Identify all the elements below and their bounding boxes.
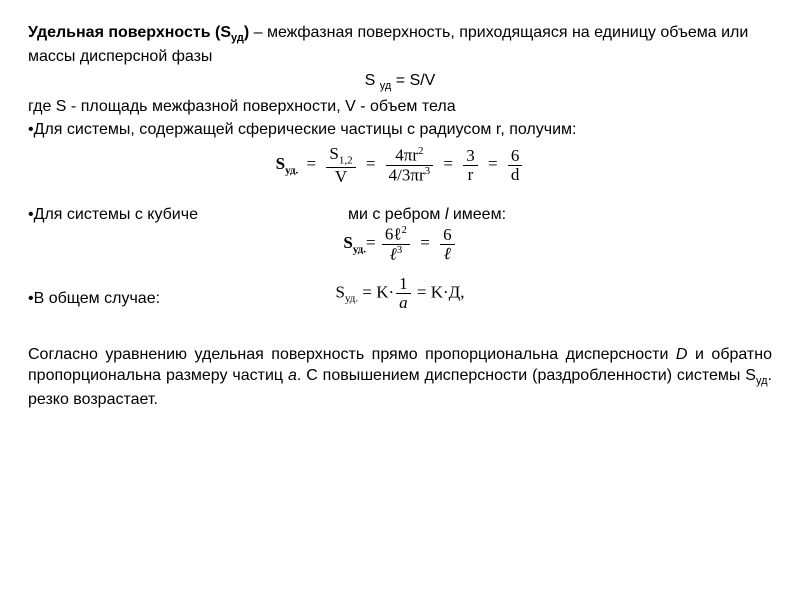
equation-sphere: Sуд. = S1,2 V = 4πr2 4/3πr3 = 3 r = 6 d	[28, 145, 772, 186]
eq2-f1-num-sup: 2	[402, 224, 408, 236]
concl-d: D	[676, 346, 688, 363]
bullet-cube: •Для системы с кубичеми с ребром l имеем…	[28, 204, 772, 226]
eq1-lhs: S	[276, 154, 285, 173]
eq1-f2-num-sup: 2	[418, 145, 424, 157]
bullet-cube-b: ми с ребром	[348, 206, 445, 223]
concl-c: . С повышением дисперсности (раздробленн…	[297, 367, 756, 384]
bullet-sphere: •Для системы, содержащей сферические час…	[28, 119, 772, 141]
eq1-f4-num: 6	[508, 147, 523, 166]
equation-cube: Sуд.= 6ℓ2 ℓ3 = 6 ℓ	[28, 225, 772, 263]
eq2-f2-den: ℓ	[440, 245, 455, 263]
eq1-frac4: 6 d	[508, 147, 523, 184]
eq1-f2-den: 4/3πr	[389, 165, 425, 184]
document-slide: Удельная поверхность (Sуд) – межфазная п…	[0, 0, 800, 600]
formula-s-sub: уд	[380, 80, 392, 92]
eq1-f2-num: 4πr	[395, 146, 418, 165]
eq3-f1-num: 1	[396, 275, 411, 294]
eq1-frac1: S1,2 V	[326, 145, 355, 186]
eq1-f3-num: 3	[463, 147, 478, 166]
eq2-f1-den-sup: 3	[397, 244, 403, 256]
bullet-general-text: В общем случае:	[34, 290, 160, 307]
concl-a: Согласно уравнению удельная поверхность …	[28, 346, 676, 363]
eq1-lhs-sub: уд.	[285, 165, 298, 177]
eq1-f1-den: V	[326, 168, 355, 186]
formula-s: S	[365, 72, 380, 89]
eq1-f4-den: d	[508, 166, 523, 184]
eq1-f1-num-sub: 1,2	[339, 154, 353, 166]
eq1-f2-den-sup: 3	[425, 165, 431, 177]
title-paragraph: Удельная поверхность (Sуд) – межфазная п…	[28, 22, 772, 68]
eq2-f1-num: 6ℓ	[385, 225, 402, 244]
bullet-cube-c: имеем:	[448, 206, 506, 223]
eq1-frac3: 3 r	[463, 147, 478, 184]
eq3-mid-a: = K·	[358, 282, 394, 301]
where-line: где S - площадь межфазной поверхности, V…	[28, 96, 772, 118]
conclusion-paragraph: Согласно уравнению удельная поверхность …	[28, 344, 772, 411]
eq2-lhs-sub: уд.	[353, 244, 366, 256]
eq3-lhs: S	[335, 282, 344, 301]
eq3-lhs-sub: уд.	[345, 293, 358, 305]
bullet-sphere-text: Для системы, содержащей сферические част…	[34, 121, 577, 138]
formula-rest: = S/V	[391, 72, 435, 89]
eq3-mid-b: = K·Д,	[413, 282, 465, 301]
main-formula: S уд = S/V	[28, 70, 772, 94]
title-bold-sub: уд	[231, 32, 244, 44]
concl-a2: a	[288, 367, 297, 384]
eq1-frac2: 4πr2 4/3πr3	[386, 146, 433, 184]
eq2-frac1: 6ℓ2 ℓ3	[382, 225, 410, 263]
eq3-frac: 1 a	[396, 275, 411, 312]
eq2-lhs: S	[343, 233, 352, 252]
eq3-f1-den: a	[396, 294, 411, 312]
concl-sub: уд	[756, 375, 768, 387]
eq1-f3-den: r	[463, 166, 478, 184]
eq2-f2-num: 6	[440, 226, 455, 245]
eq1-f1-num: S	[329, 144, 338, 163]
bullet-cube-a: Для системы с кубиче	[34, 206, 198, 223]
eq2-frac2: 6 ℓ	[440, 226, 455, 263]
eq2-f1-den: ℓ	[390, 244, 397, 263]
title-bold-lead: Удельная поверхность (S	[28, 24, 231, 41]
